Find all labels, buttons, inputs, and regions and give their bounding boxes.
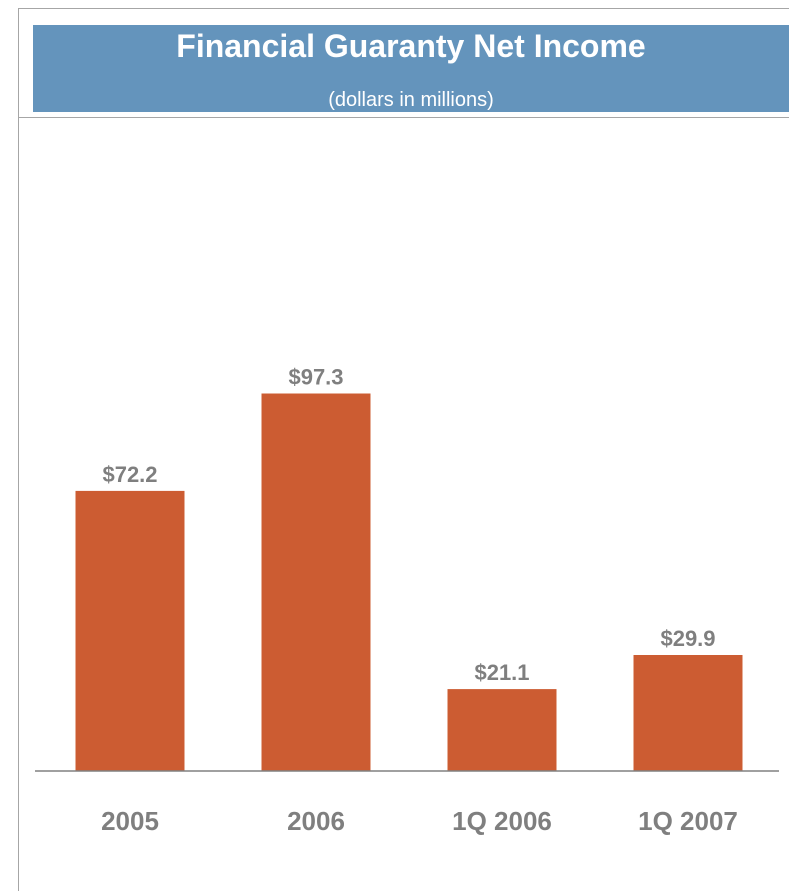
- data-label-1q-2007: $29.9: [660, 626, 715, 651]
- chart-title: Financial Guaranty Net Income: [176, 28, 646, 64]
- chart-header: Financial Guaranty Net Income (dollars i…: [33, 25, 789, 112]
- x-tick-label-2006: 2006: [287, 806, 345, 836]
- chart-frame: [18, 8, 789, 891]
- chart-subtitle: (dollars in millions): [328, 89, 494, 111]
- data-label-1q-2006: $21.1: [474, 660, 529, 685]
- bar-1q-2007: [633, 655, 743, 771]
- data-label-2006: $97.3: [288, 365, 343, 390]
- x-tick-label-2005: 2005: [101, 806, 159, 836]
- data-label-2005: $72.2: [102, 462, 157, 487]
- bar-1q-2006: [447, 689, 557, 771]
- bar-2005: [75, 490, 185, 771]
- header-divider: [18, 117, 789, 118]
- x-tick-label-1q-2007: 1Q 2007: [638, 806, 738, 836]
- x-tick-label-1q-2006: 1Q 2006: [452, 806, 552, 836]
- bar-2006: [261, 393, 371, 771]
